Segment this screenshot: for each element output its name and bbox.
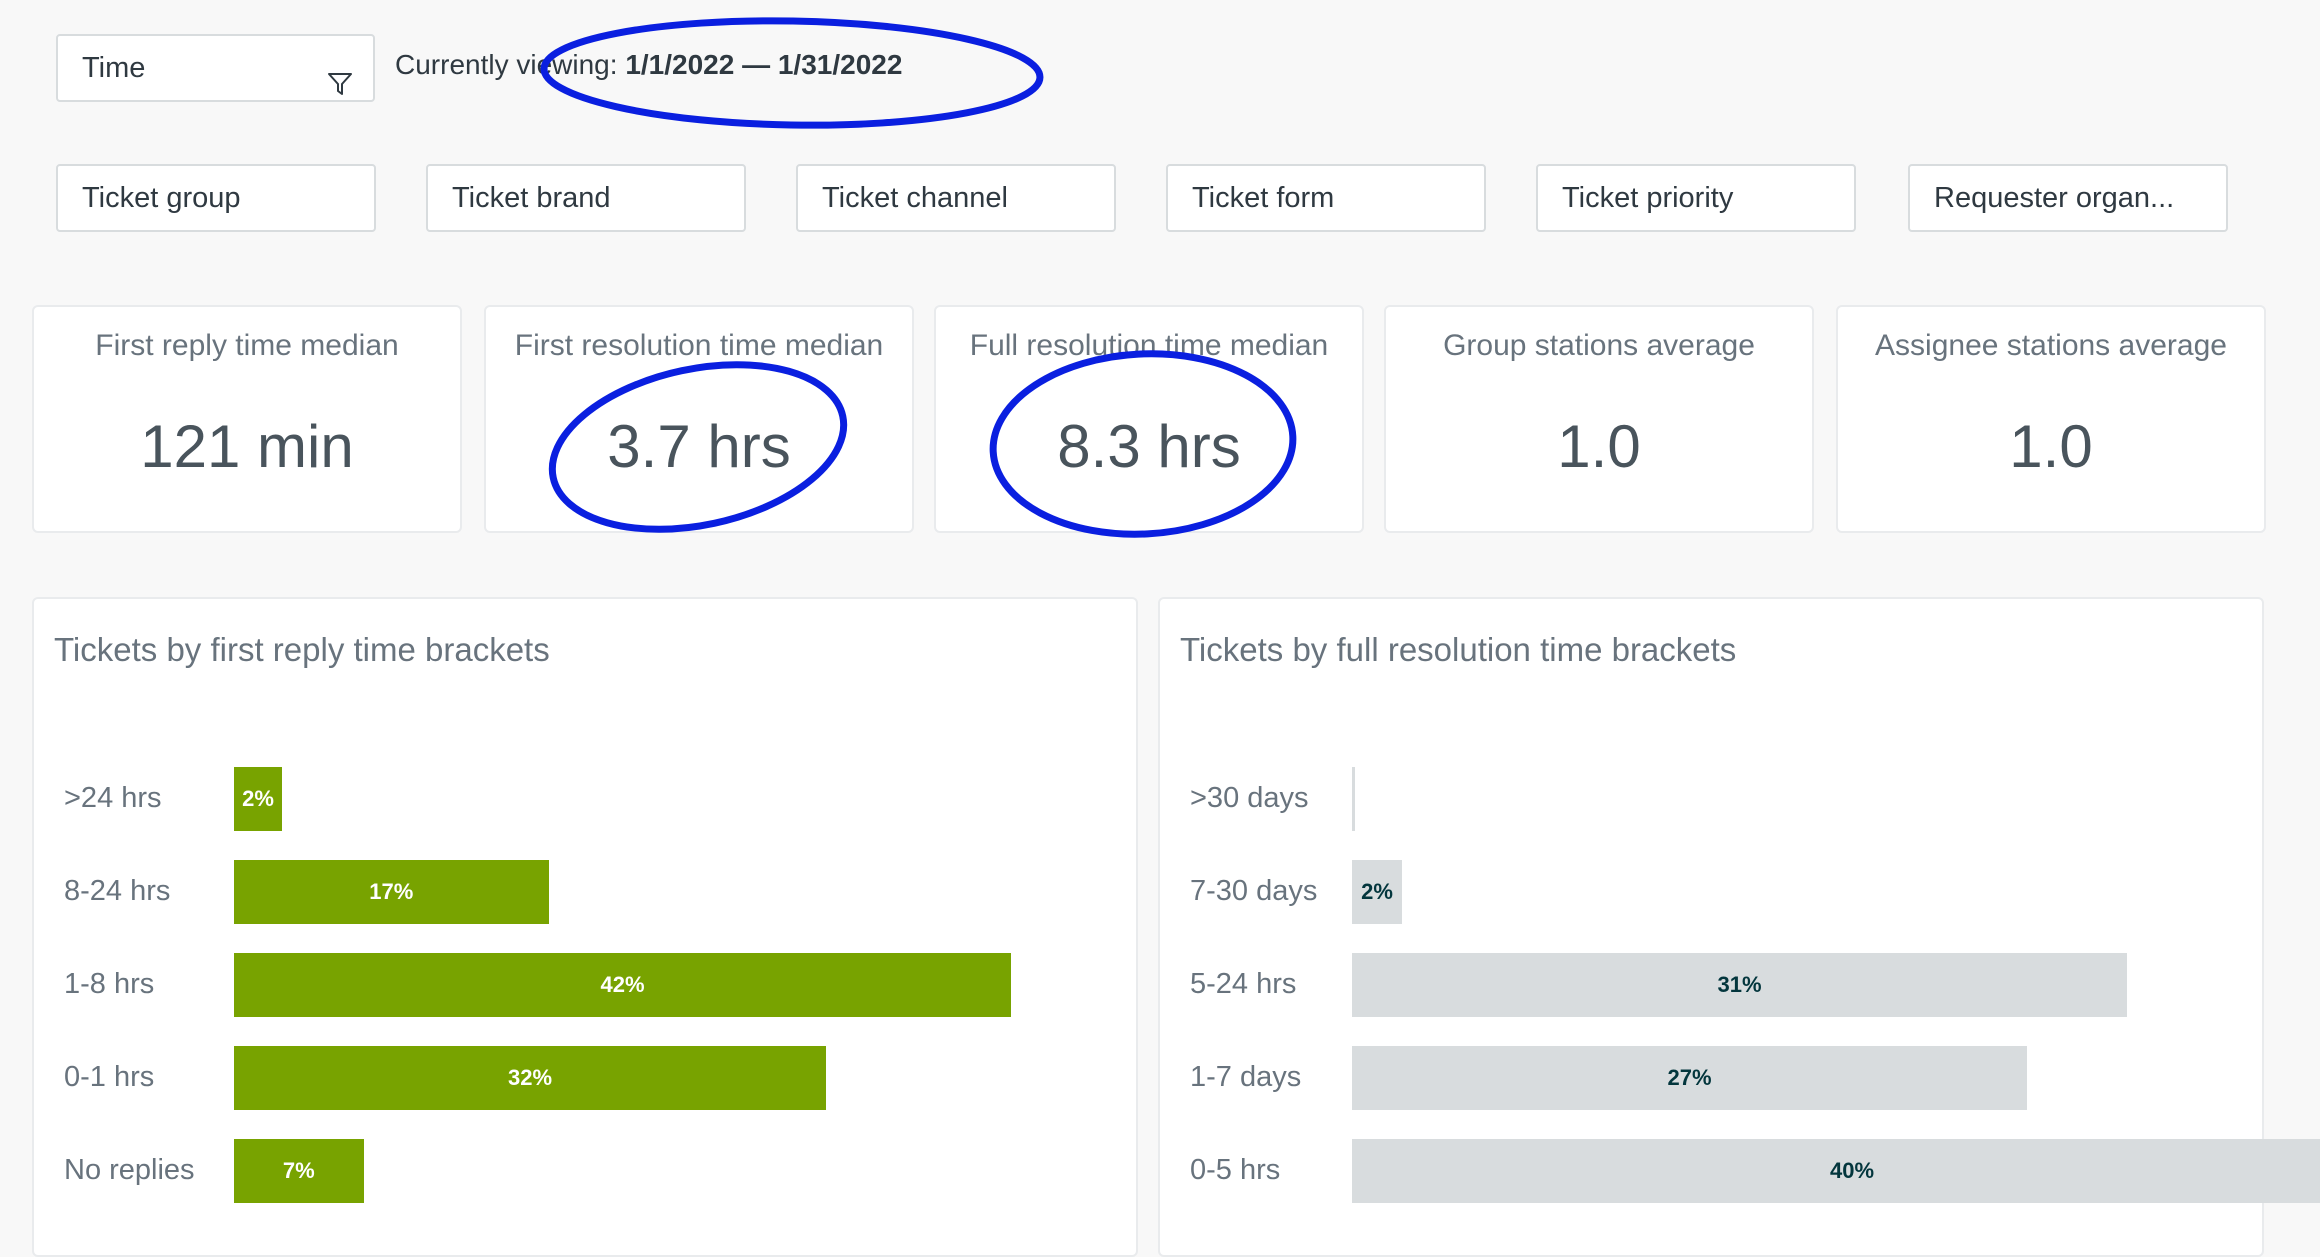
bar-category-label: >24 hrs xyxy=(64,782,162,814)
metric-label: Assignee stations average xyxy=(1875,329,2227,362)
bar-category-label: 1-7 days xyxy=(1190,1061,1302,1093)
chart-title: Tickets by full resolution time brackets xyxy=(1180,631,1737,668)
metric-label: First resolution time median xyxy=(514,329,884,362)
bar[interactable]: 7% xyxy=(234,1139,364,1203)
bar[interactable]: 17% xyxy=(234,860,549,924)
bar-category-label: 1-8 hrs xyxy=(64,968,155,1000)
requester-organization-filter[interactable]: Requester organ... xyxy=(1908,164,2228,232)
filter-icon xyxy=(327,56,353,95)
bar-category-label: 0-5 hrs xyxy=(1190,1154,1281,1186)
ticket-channel-filter[interactable]: Ticket channel xyxy=(796,164,1116,232)
metric-value: 1.0 xyxy=(2009,413,2093,480)
ticket-priority-filter[interactable]: Ticket priority xyxy=(1536,164,1856,232)
bar-category-label: >30 days xyxy=(1190,782,1309,814)
time-filter[interactable]: Time xyxy=(56,34,375,102)
bar-category-label: 5-24 hrs xyxy=(1190,968,1297,1000)
full-resolution-brackets-panel: Tickets by full resolution time brackets… xyxy=(1158,597,2320,1257)
bar[interactable]: 2% xyxy=(1352,860,1402,924)
first-reply-brackets-panel: Tickets by first reply time brackets >24… xyxy=(32,597,1138,1257)
metric-card-full-resolution: Full resolution time median 8.3 hrs xyxy=(934,305,1364,533)
metric-label: Full resolution time median xyxy=(969,329,1329,362)
bar[interactable]: 40% xyxy=(1352,1139,2320,1203)
ticket-brand-filter[interactable]: Ticket brand xyxy=(426,164,746,232)
currently-viewing: Currently viewing: 1/1/2022 — 1/31/2022 xyxy=(395,49,902,81)
metric-label: Group stations average xyxy=(1443,329,1755,362)
metric-value: 3.7 hrs xyxy=(607,413,791,480)
bar[interactable]: 31% xyxy=(1352,953,2127,1017)
viewing-prefix: Currently viewing: xyxy=(395,49,626,80)
metric-card-first-resolution: First resolution time median 3.7 hrs xyxy=(484,305,914,533)
ticket-form-filter[interactable]: Ticket form xyxy=(1166,164,1486,232)
metric-value: 8.3 hrs xyxy=(1057,413,1241,480)
metric-value: 1.0 xyxy=(1557,413,1641,480)
chart-axis-line xyxy=(1352,767,1355,831)
time-filter-label: Time xyxy=(82,52,146,84)
metric-value: 121 min xyxy=(140,413,354,480)
bar[interactable]: 32% xyxy=(234,1046,826,1110)
bar-category-label: 8-24 hrs xyxy=(64,875,171,907)
bar-category-label: No replies xyxy=(64,1154,195,1186)
ticket-group-filter[interactable]: Ticket group xyxy=(56,164,376,232)
metric-card-first-reply: First reply time median 121 min xyxy=(32,305,462,533)
bar[interactable]: 2% xyxy=(234,767,282,831)
chart-title: Tickets by first reply time brackets xyxy=(54,631,550,668)
bar-category-label: 0-1 hrs xyxy=(64,1061,155,1093)
metric-card-assignee-stations: Assignee stations average 1.0 xyxy=(1836,305,2266,533)
metric-label: First reply time median xyxy=(95,329,399,362)
bar[interactable]: 27% xyxy=(1352,1046,2027,1110)
metric-card-group-stations: Group stations average 1.0 xyxy=(1384,305,1814,533)
bar[interactable]: 42% xyxy=(234,953,1011,1017)
bar-category-label: 7-30 days xyxy=(1190,875,1318,907)
viewing-range: 1/1/2022 — 1/31/2022 xyxy=(625,49,903,80)
